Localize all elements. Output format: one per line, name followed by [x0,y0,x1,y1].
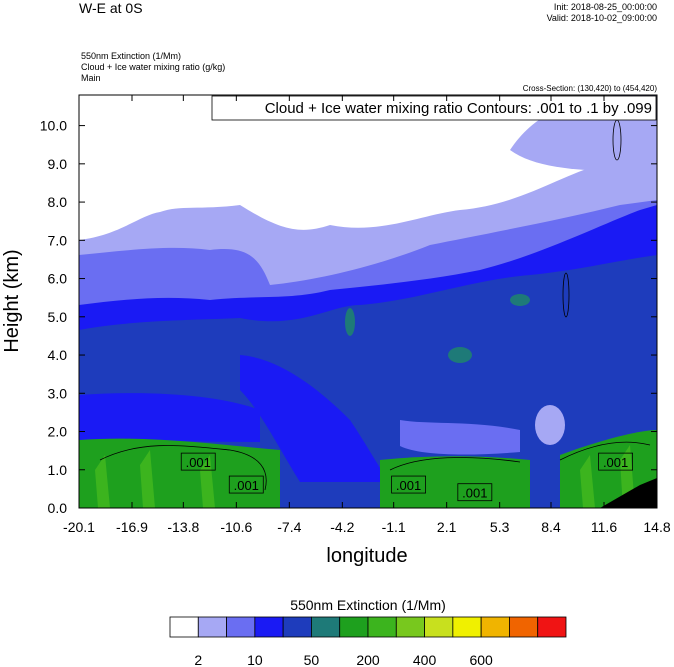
colorbar-tick-label: 2 [194,652,202,667]
x-tick-label: -4.2 [330,519,354,535]
y-tick-label: 0.0 [48,500,68,516]
contour-fill [535,405,565,445]
contour-label: .001 [234,478,259,493]
y-tick-label: 6.0 [48,271,68,287]
contour-fill [240,355,390,482]
x-tick-label: -16.9 [116,519,148,535]
colorbar-box [537,616,567,638]
x-tick-label: 2.1 [437,519,457,535]
y-tick-label: 7.0 [48,232,68,248]
colorbar-box [311,616,341,638]
x-tick-label: 11.6 [591,519,617,535]
y-tick-label: 3.0 [48,385,68,401]
contour-label-box [228,475,264,494]
colorbar-box [452,616,482,638]
colorbar-box [395,616,425,638]
contour-line [99,119,651,491]
colorbar-title: 550nm Extinction (1/Mm) [290,597,446,613]
field-label: Cloud + Ice water mixing ratio (g/kg) [81,62,225,72]
contour-label: .001 [186,455,211,470]
contour-label-box [457,483,493,502]
contour-label: .001 [396,478,421,493]
y-tick-label: 9.0 [48,156,68,172]
contour-label: .001 [603,455,628,470]
contour-fill [400,420,520,455]
colorbar-tick-label: 200 [356,652,380,667]
y-tick-label: 8.0 [48,194,68,210]
contour-label: .001 [462,486,487,501]
x-tick-label: -1.1 [382,519,406,535]
colorbar-box [367,616,397,638]
colorbar-tick-label: 600 [469,652,493,667]
contour-fill [79,393,260,442]
colorbar-tick-label: 10 [247,652,263,667]
chart-title: W-E at 0S [79,0,143,16]
y-tick-label: 4.0 [48,347,68,363]
contour-info: Cloud + Ice water mixing ratio Contours:… [265,100,652,117]
plot-frame [78,94,658,509]
colorbar-tick-label: 400 [413,652,437,667]
y-tick-label: 1.0 [48,462,68,478]
field-label: Main [81,73,101,83]
colorbar-box [282,616,312,638]
y-tick-label: 2.0 [48,424,68,440]
colorbar-box [169,616,199,638]
colorbar-box [424,616,454,638]
x-tick-label: -10.6 [220,519,252,535]
cross-section: Cross-Section: (130,420) to (454,420) [523,84,658,93]
contour-fill [95,445,635,508]
contour-fill [79,438,280,508]
x-tick-label: -20.1 [63,519,95,535]
plot-area [79,95,657,508]
x-tick-label: -13.8 [167,519,199,535]
contour-label-box [180,452,216,471]
colorbar-tick-label: 50 [304,652,320,667]
valid-time: Valid: 2018-10-02_09:00:00 [547,13,657,23]
contour-fill [510,294,530,306]
field-label: 550nm Extinction (1/Mm) [81,51,181,61]
x-axis-label: longitude [326,545,407,567]
init-time: Init: 2018-08-25_00:00:00 [554,2,657,12]
contour-info-box [211,95,657,121]
terrain [600,478,657,508]
x-tick-label: 5.3 [490,519,510,535]
x-tick-label: -7.4 [277,519,301,535]
colorbar-box [197,616,227,638]
contour-fill [380,456,530,508]
colorbar-box [254,616,284,638]
contour-label-box [598,452,633,471]
y-tick-label: 10.0 [40,118,67,134]
y-axis-label: Height (km) [1,249,23,352]
colorbar-box [509,616,539,638]
colorbar-box [480,616,510,638]
colorbar-box [339,616,369,638]
x-tick-label: 8.4 [541,519,561,535]
y-tick-label: 5.0 [48,309,68,325]
contour-label-box [391,475,426,494]
contour-fill [448,347,472,363]
contour-fill [345,308,355,336]
colorbar-box [226,616,256,638]
x-tick-label: 14.8 [643,519,670,535]
